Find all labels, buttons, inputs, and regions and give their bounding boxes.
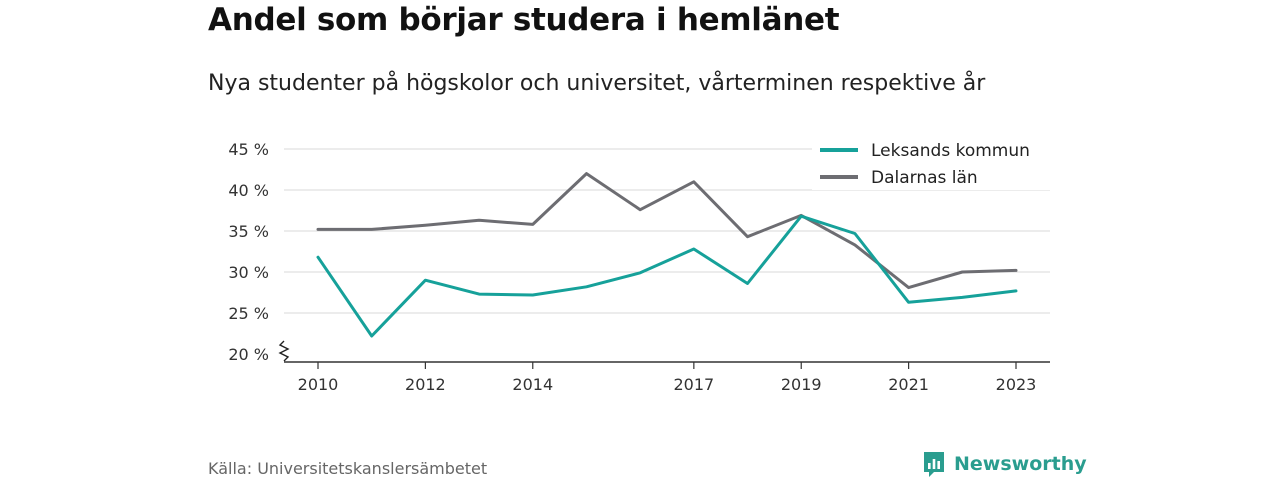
x-tick-label: 2010 — [298, 375, 339, 394]
series-line — [316, 172, 1018, 290]
y-tick-label: 35 % — [228, 222, 269, 241]
x-tick-label: 2012 — [405, 375, 446, 394]
series-line — [316, 214, 1018, 338]
x-tick-label: 2021 — [888, 375, 929, 394]
x-tick-label: 2019 — [781, 375, 822, 394]
x-tick-label: 2014 — [512, 375, 553, 394]
y-tick-label: 20 % — [228, 345, 269, 364]
x-tick-label: 2023 — [996, 375, 1037, 394]
x-tick-label: 2017 — [673, 375, 714, 394]
y-tick-label: 25 % — [228, 304, 269, 323]
chart-title: Andel som börjar studera i hemlänet — [208, 2, 840, 38]
chart-subtitle: Nya studenter på högskolor och universit… — [208, 71, 986, 96]
newsworthy-logo: Newsworthy — [922, 450, 1087, 478]
brand-name: Newsworthy — [954, 453, 1087, 475]
legend-label: Dalarnas län — [871, 168, 978, 188]
y-tick-label: 45 % — [228, 140, 269, 159]
bar-chart-logo-icon — [924, 452, 944, 477]
y-tick-label: 40 % — [228, 181, 269, 200]
y-tick-label: 30 % — [228, 263, 269, 282]
source-note: Källa: Universitetskanslersämbetet — [208, 459, 488, 478]
legend-label: Leksands kommun — [871, 141, 1030, 161]
legend-box — [812, 136, 1052, 190]
line-chart: 20 % 25 % 30 % 35 % 40 % 45 % 2010 2012 2014 201… — [228, 136, 1052, 394]
axis-break-icon — [278, 340, 290, 362]
